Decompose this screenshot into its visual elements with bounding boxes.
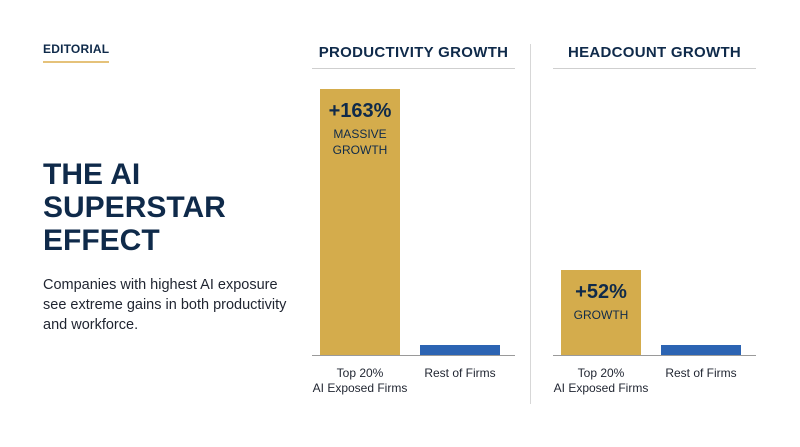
category-label: Top 20% AI Exposed Firms xyxy=(553,366,649,395)
chart-baseline xyxy=(312,355,515,356)
bar-data-label: +52% GROWTH xyxy=(561,280,641,323)
bar-data-label: +163% MASSIVE GROWTH xyxy=(320,99,400,158)
page-subtitle: Companies with highest AI exposure see e… xyxy=(43,277,287,333)
chart-baseline xyxy=(553,355,756,356)
bar-rest-of-firms xyxy=(420,345,500,355)
category-label: Top 20% AI Exposed Firms xyxy=(312,366,408,395)
bar-top-20-firms: +52% GROWTH xyxy=(561,270,641,355)
panel-divider-line xyxy=(312,68,515,69)
category-label: Rest of Firms xyxy=(424,366,496,380)
chart-title: PRODUCTIVITY GROWTH xyxy=(318,44,509,61)
bar-value-label: +163% xyxy=(328,100,392,122)
category-label: Rest of Firms xyxy=(665,366,737,380)
panel-separator xyxy=(530,44,531,404)
page-title: THE AI SUPERSTAR EFFECT xyxy=(43,158,226,257)
productivity-chart-panel: PRODUCTIVITY GROWTH +163% MASSIVE GROWTH T… xyxy=(312,0,515,447)
bar-note-label: GROWTH xyxy=(573,308,629,322)
panel-divider-line xyxy=(553,68,756,69)
chart-title: HEADCOUNT GROWTH xyxy=(567,44,742,61)
bar-note-label: MASSIVE GROWTH xyxy=(332,127,388,157)
headcount-chart-panel: HEADCOUNT GROWTH +52% GROWTH Top 20% AI Ex… xyxy=(553,0,756,447)
section-tag: EDITORIAL xyxy=(43,42,110,63)
bar-rest-of-firms xyxy=(661,345,741,355)
bar-value-label: +52% xyxy=(575,281,627,303)
bar-top-20-firms: +163% MASSIVE GROWTH xyxy=(320,89,400,355)
